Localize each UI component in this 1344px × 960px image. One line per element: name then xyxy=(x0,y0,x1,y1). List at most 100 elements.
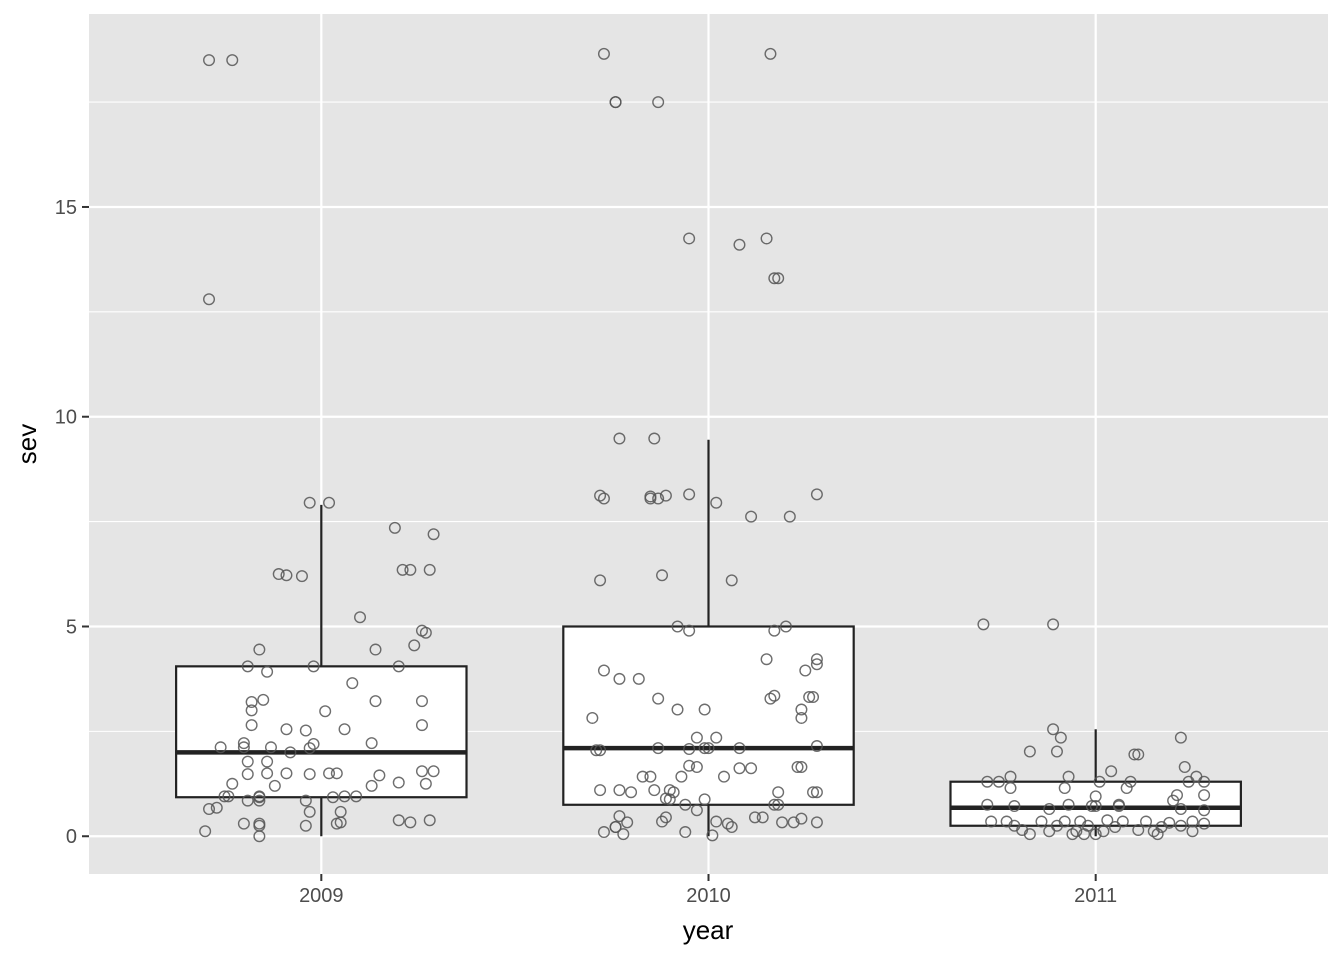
data-point xyxy=(679,826,692,839)
y-tick-label: 15 xyxy=(55,197,77,219)
data-point xyxy=(760,232,773,245)
data-point xyxy=(768,624,781,637)
data-point xyxy=(597,826,610,839)
data-point xyxy=(671,620,684,633)
y-tick-label: 0 xyxy=(66,826,77,848)
data-point xyxy=(690,761,703,774)
data-point xyxy=(261,755,274,768)
data-point xyxy=(702,742,715,755)
data-point xyxy=(241,768,254,781)
data-point xyxy=(261,665,274,678)
data-point xyxy=(981,798,994,811)
box-iqr xyxy=(562,625,855,806)
data-point xyxy=(772,786,785,799)
data-point xyxy=(1147,825,1160,838)
x-tick-label: 2011 xyxy=(1074,885,1117,907)
data-point xyxy=(369,695,382,708)
data-point xyxy=(683,488,696,501)
data-point xyxy=(690,731,703,744)
data-point xyxy=(795,711,808,724)
data-point xyxy=(1066,828,1079,841)
data-point xyxy=(330,767,343,780)
data-point xyxy=(721,817,734,830)
data-point xyxy=(710,496,723,509)
jitter-points xyxy=(199,47,1211,843)
data-point xyxy=(1132,823,1145,836)
data-point xyxy=(241,755,254,768)
data-point xyxy=(338,723,351,736)
data-point xyxy=(237,737,250,750)
data-point xyxy=(617,828,630,841)
data-point xyxy=(803,690,816,703)
data-point xyxy=(1008,800,1021,813)
data-point xyxy=(772,272,785,285)
data-point xyxy=(245,719,258,732)
data-point xyxy=(776,816,789,829)
data-point xyxy=(659,489,672,502)
data-point xyxy=(675,770,688,783)
data-point xyxy=(253,817,266,830)
data-point xyxy=(1089,828,1102,841)
data-point xyxy=(253,790,266,803)
data-point xyxy=(1023,745,1036,758)
data-point xyxy=(415,695,428,708)
data-point xyxy=(977,618,990,631)
data-point xyxy=(725,821,738,834)
data-point xyxy=(218,790,231,803)
data-point xyxy=(1097,825,1110,838)
data-point xyxy=(733,762,746,775)
data-point xyxy=(597,664,610,677)
data-point xyxy=(392,776,405,789)
data-point xyxy=(764,47,777,60)
data-point xyxy=(613,672,626,685)
data-point xyxy=(710,815,723,828)
data-point xyxy=(1043,825,1056,838)
data-point xyxy=(648,432,661,445)
data-point xyxy=(795,703,808,716)
data-point xyxy=(396,563,409,576)
data-point xyxy=(299,724,312,737)
data-point xyxy=(326,791,339,804)
data-point xyxy=(323,496,336,509)
data-point xyxy=(1109,821,1122,834)
data-point xyxy=(245,704,258,717)
y-axis-title: sev xyxy=(12,424,42,464)
data-point xyxy=(656,569,669,582)
data-point xyxy=(787,816,800,829)
data-point xyxy=(1112,800,1125,813)
data-point xyxy=(392,814,405,827)
data-point xyxy=(1186,815,1199,828)
data-point xyxy=(644,770,657,783)
data-point xyxy=(636,770,649,783)
data-point xyxy=(659,811,672,824)
y-tick-label: 5 xyxy=(66,616,77,638)
data-point xyxy=(419,626,432,639)
data-point xyxy=(698,793,711,806)
data-point xyxy=(1089,800,1102,813)
data-point xyxy=(663,793,676,806)
x-tick-label: 2010 xyxy=(686,885,731,907)
data-point xyxy=(319,705,332,718)
data-point xyxy=(679,798,692,811)
data-point xyxy=(237,817,250,830)
box-2011 xyxy=(949,729,1242,837)
data-point xyxy=(1128,748,1141,761)
data-point xyxy=(1085,800,1098,813)
data-point xyxy=(683,232,696,245)
data-point xyxy=(656,815,669,828)
data-point xyxy=(284,746,297,759)
box-iqr xyxy=(949,780,1242,827)
data-point xyxy=(810,653,823,666)
data-point xyxy=(280,569,293,582)
data-point xyxy=(1178,761,1191,774)
data-point xyxy=(415,765,428,778)
data-point xyxy=(303,742,316,755)
data-point xyxy=(1070,825,1083,838)
data-point xyxy=(760,653,773,666)
x-tick-label: 2009 xyxy=(299,885,344,907)
data-point xyxy=(237,741,250,754)
data-point xyxy=(1047,618,1060,631)
data-point xyxy=(621,816,634,829)
data-point xyxy=(810,488,823,501)
